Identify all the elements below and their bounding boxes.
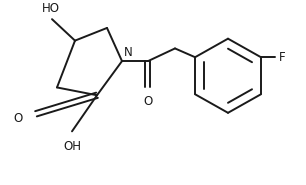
- Text: OH: OH: [63, 140, 81, 153]
- Text: O: O: [144, 95, 153, 108]
- Text: N: N: [124, 46, 133, 59]
- Text: HO: HO: [42, 2, 60, 15]
- Text: F: F: [279, 51, 285, 64]
- Text: O: O: [13, 112, 23, 125]
